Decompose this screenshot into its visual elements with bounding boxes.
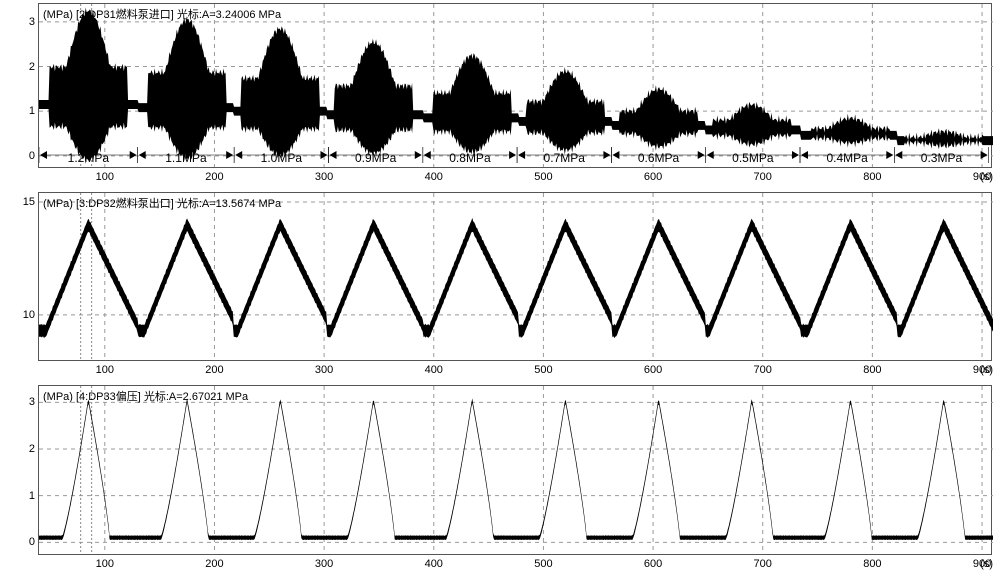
chart-svg <box>39 193 993 360</box>
x-tick-label: 800 <box>863 558 881 570</box>
panel-header: (MPa) [4:DP33偏压] 光标:A=2.67021 MPa <box>43 388 248 404</box>
segment-label: 0.6MPa <box>638 151 679 165</box>
x-tick-label: 200 <box>205 171 223 183</box>
segment-label: 0.9MPa <box>355 151 396 165</box>
x-tick-label: 300 <box>315 364 333 376</box>
segment-label: 0.8MPa <box>449 151 490 165</box>
panel-header: (MPa) [3:DP32燃料泵出口] 光标:A=13.5674 MPa <box>43 195 281 211</box>
x-tick-label: 600 <box>644 171 662 183</box>
segment-label: 0.3MPa <box>921 151 962 165</box>
chart-panel-p2: (MPa) [3:DP32燃料泵出口] 光标:A=13.5674 MPa1015… <box>38 192 992 361</box>
x-tick-label: 300 <box>315 558 333 570</box>
segment-label: 0.4MPa <box>826 151 867 165</box>
x-tick-label: 600 <box>644 364 662 376</box>
y-tick-label: 15 <box>9 196 35 208</box>
y-tick-label: 0 <box>9 150 35 162</box>
segment-label: 0.5MPa <box>732 151 773 165</box>
x-tick-label: 400 <box>425 558 443 570</box>
y-tick-label: 10 <box>9 309 35 321</box>
segment-label: 1.0MPa <box>261 151 302 165</box>
x-tick-label: 100 <box>96 558 114 570</box>
y-tick-label: 0 <box>9 536 35 548</box>
segment-label: 0.7MPa <box>544 151 585 165</box>
chart-panel-p3: (MPa) [4:DP33偏压] 光标:A=2.67021 MPa0123100… <box>38 385 992 555</box>
x-tick-label: 200 <box>205 364 223 376</box>
y-tick-label: 1 <box>9 105 35 117</box>
x-tick-label: 500 <box>534 558 552 570</box>
x-tick-label: 700 <box>754 364 772 376</box>
x-unit-label: (s) <box>980 364 993 376</box>
x-unit-label: (s) <box>980 171 993 183</box>
x-tick-label: 800 <box>863 171 881 183</box>
x-tick-label: 400 <box>425 171 443 183</box>
x-unit-label: (s) <box>980 558 993 570</box>
x-tick-label: 100 <box>96 364 114 376</box>
chart-svg <box>39 386 993 554</box>
x-tick-label: 700 <box>754 558 772 570</box>
chart-svg <box>39 4 993 167</box>
y-tick-label: 3 <box>9 16 35 28</box>
y-tick-label: 2 <box>9 443 35 455</box>
x-tick-label: 100 <box>96 171 114 183</box>
x-tick-label: 400 <box>425 364 443 376</box>
segment-label: 1.1MPa <box>165 151 206 165</box>
x-tick-label: 500 <box>534 171 552 183</box>
x-tick-label: 300 <box>315 171 333 183</box>
x-tick-label: 500 <box>534 364 552 376</box>
x-tick-label: 800 <box>863 364 881 376</box>
panel-header: (MPa) [2:DP31燃料泵进口] 光标:A=3.24006 MPa <box>43 6 281 22</box>
y-tick-label: 1 <box>9 490 35 502</box>
x-tick-label: 700 <box>754 171 772 183</box>
chart-panel-p1: (MPa) [2:DP31燃料泵进口] 光标:A=3.24006 MPa0123… <box>38 3 992 168</box>
segment-label: 1.2MPa <box>68 151 109 165</box>
x-tick-label: 200 <box>205 558 223 570</box>
x-tick-label: 600 <box>644 558 662 570</box>
y-tick-label: 3 <box>9 396 35 408</box>
y-tick-label: 2 <box>9 61 35 73</box>
